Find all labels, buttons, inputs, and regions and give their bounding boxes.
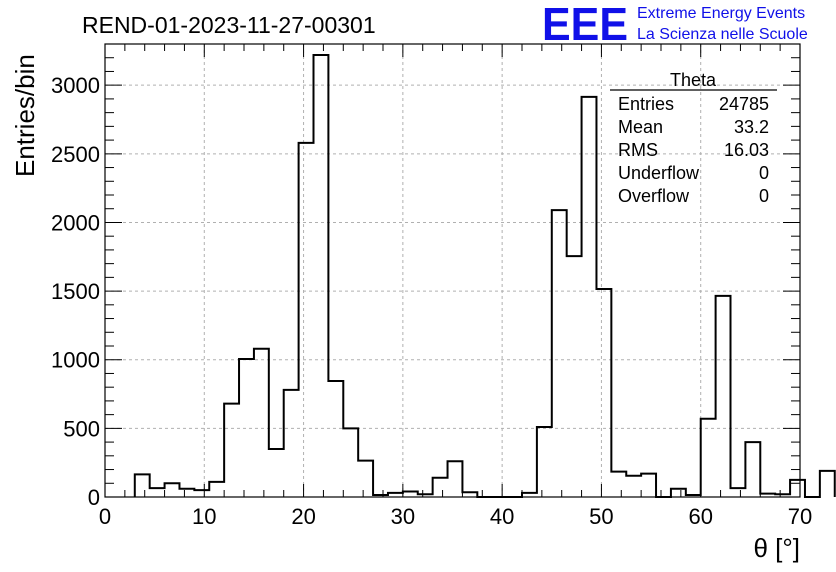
y-tick-label: 1500 bbox=[51, 279, 100, 304]
histogram-bin bbox=[462, 492, 477, 497]
histogram-bin bbox=[224, 404, 239, 497]
y-tick-label: 2000 bbox=[51, 210, 100, 235]
logo-line2: La Scienza nelle Scuole bbox=[637, 26, 808, 43]
histogram-bin bbox=[343, 428, 358, 497]
histogram-bin bbox=[745, 442, 760, 497]
histogram-bin bbox=[269, 449, 284, 497]
stats-box: Theta Entries 24785 Mean 33.2 RMS 16.03 Underf… bbox=[610, 70, 777, 206]
histogram-bin bbox=[596, 289, 611, 497]
histogram-bin bbox=[448, 461, 463, 497]
x-axis-title: θ [°] bbox=[753, 533, 800, 563]
histogram-bin bbox=[716, 296, 731, 497]
histogram-bin bbox=[165, 483, 180, 497]
histogram-outline bbox=[133, 53, 836, 498]
histogram-bin bbox=[626, 476, 641, 497]
y-tick-label: 3000 bbox=[51, 73, 100, 98]
stats-label: Entries bbox=[618, 94, 674, 114]
histogram-bin bbox=[150, 488, 165, 497]
eee-logo: EEE Extreme Energy Events La Scienza nel… bbox=[542, 0, 808, 50]
axis-ticks bbox=[104, 43, 801, 498]
histogram-bin bbox=[239, 359, 254, 497]
histogram-bars bbox=[133, 53, 836, 498]
chart-title: REND-01-2023-11-27-00301 bbox=[82, 12, 376, 38]
histogram-bin bbox=[567, 256, 582, 497]
histogram-bin bbox=[179, 489, 194, 497]
histogram-bin bbox=[194, 490, 209, 497]
logo-line1: Extreme Energy Events bbox=[637, 5, 805, 22]
histogram-bin bbox=[537, 427, 552, 497]
y-tick-label: 500 bbox=[63, 416, 100, 441]
logo-letters: EEE bbox=[542, 0, 628, 50]
stats-value: 16.03 bbox=[724, 140, 769, 160]
x-tick-label: 40 bbox=[490, 504, 514, 529]
histogram-bin bbox=[388, 493, 403, 497]
x-tick-label: 70 bbox=[788, 504, 812, 529]
histogram-bin bbox=[135, 474, 150, 497]
histogram-bin bbox=[403, 492, 418, 497]
histogram-bin bbox=[299, 143, 314, 497]
histogram-bin bbox=[522, 493, 537, 497]
histogram-bin bbox=[582, 97, 597, 497]
stats-value: 0 bbox=[759, 163, 769, 183]
y-tick-label: 2500 bbox=[51, 142, 100, 167]
x-tick-label: 10 bbox=[192, 504, 216, 529]
histogram-bin bbox=[433, 478, 448, 497]
plot-frame bbox=[104, 43, 801, 498]
y-tick-label: 0 bbox=[88, 485, 100, 510]
histogram-bin bbox=[314, 55, 329, 497]
histogram-bin bbox=[641, 474, 656, 497]
histogram-bin bbox=[701, 419, 716, 497]
histogram-bin bbox=[209, 482, 224, 497]
histogram-bin bbox=[358, 461, 373, 497]
histogram-bin bbox=[731, 488, 746, 497]
stats-label: Overflow bbox=[618, 186, 690, 206]
x-tick-label: 60 bbox=[688, 504, 712, 529]
histogram-bin bbox=[284, 390, 299, 497]
histogram-bin bbox=[671, 489, 686, 497]
stats-value: 33.2 bbox=[734, 117, 769, 137]
stats-value: 24785 bbox=[719, 94, 769, 114]
stats-label: Underflow bbox=[618, 163, 700, 183]
stats-value: 0 bbox=[759, 186, 769, 206]
histogram-bin bbox=[552, 210, 567, 497]
y-tick-label: 1000 bbox=[51, 348, 100, 373]
stats-rows: Entries 24785 Mean 33.2 RMS 16.03 Underflow 0 Ov… bbox=[618, 94, 769, 206]
histogram-bin bbox=[820, 471, 835, 497]
histogram-bin bbox=[254, 349, 269, 497]
stats-title: Theta bbox=[670, 70, 717, 90]
grid bbox=[105, 44, 800, 497]
histogram-bin bbox=[790, 480, 805, 497]
histogram-bin bbox=[611, 472, 626, 497]
stats-label: Mean bbox=[618, 117, 663, 137]
stats-label: RMS bbox=[618, 140, 658, 160]
tick-labels: 0 10 20 30 40 50 60 70 0 500 1000 1500 2000 2500 3000 bbox=[51, 73, 812, 529]
x-tick-label: 20 bbox=[291, 504, 315, 529]
y-axis-title: Entries/bin bbox=[10, 54, 40, 177]
x-tick-label: 0 bbox=[99, 504, 111, 529]
histogram-bin bbox=[328, 381, 343, 497]
x-tick-label: 50 bbox=[589, 504, 613, 529]
x-tick-label: 30 bbox=[391, 504, 415, 529]
